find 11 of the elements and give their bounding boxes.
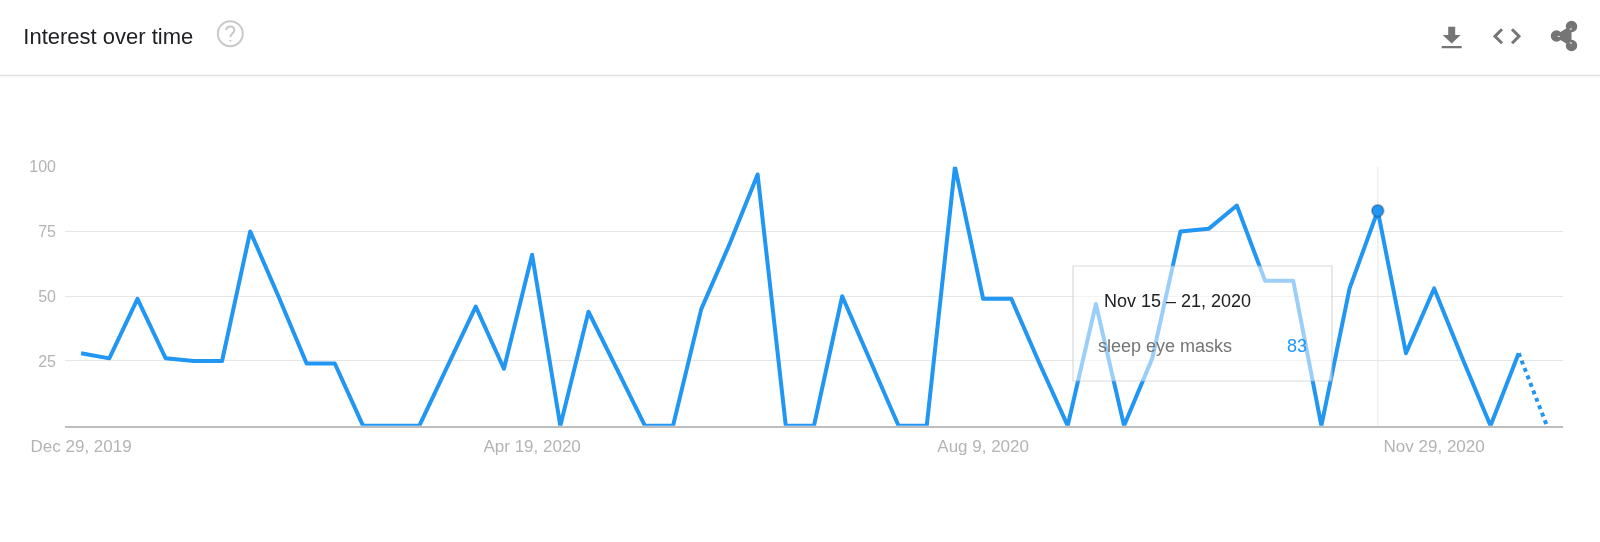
annotation: Nov 15 – 21, 2020 [1104,291,1252,311]
chart-title: Interest over time [23,23,194,49]
y-tick-label: 75 [38,223,57,241]
y-tick-label: 25 [38,352,57,370]
y-tick-label: 100 [29,158,57,176]
x-tick-label: Aug 9, 2020 [937,436,1029,456]
annotation: 83 [1287,336,1308,356]
x-tick-label: Dec 29, 2019 [30,436,132,456]
y-tick-label: 50 [38,287,57,305]
x-tick-label: Apr 19, 2020 [483,436,581,456]
x-tick-label: Nov 29, 2020 [1383,436,1485,456]
